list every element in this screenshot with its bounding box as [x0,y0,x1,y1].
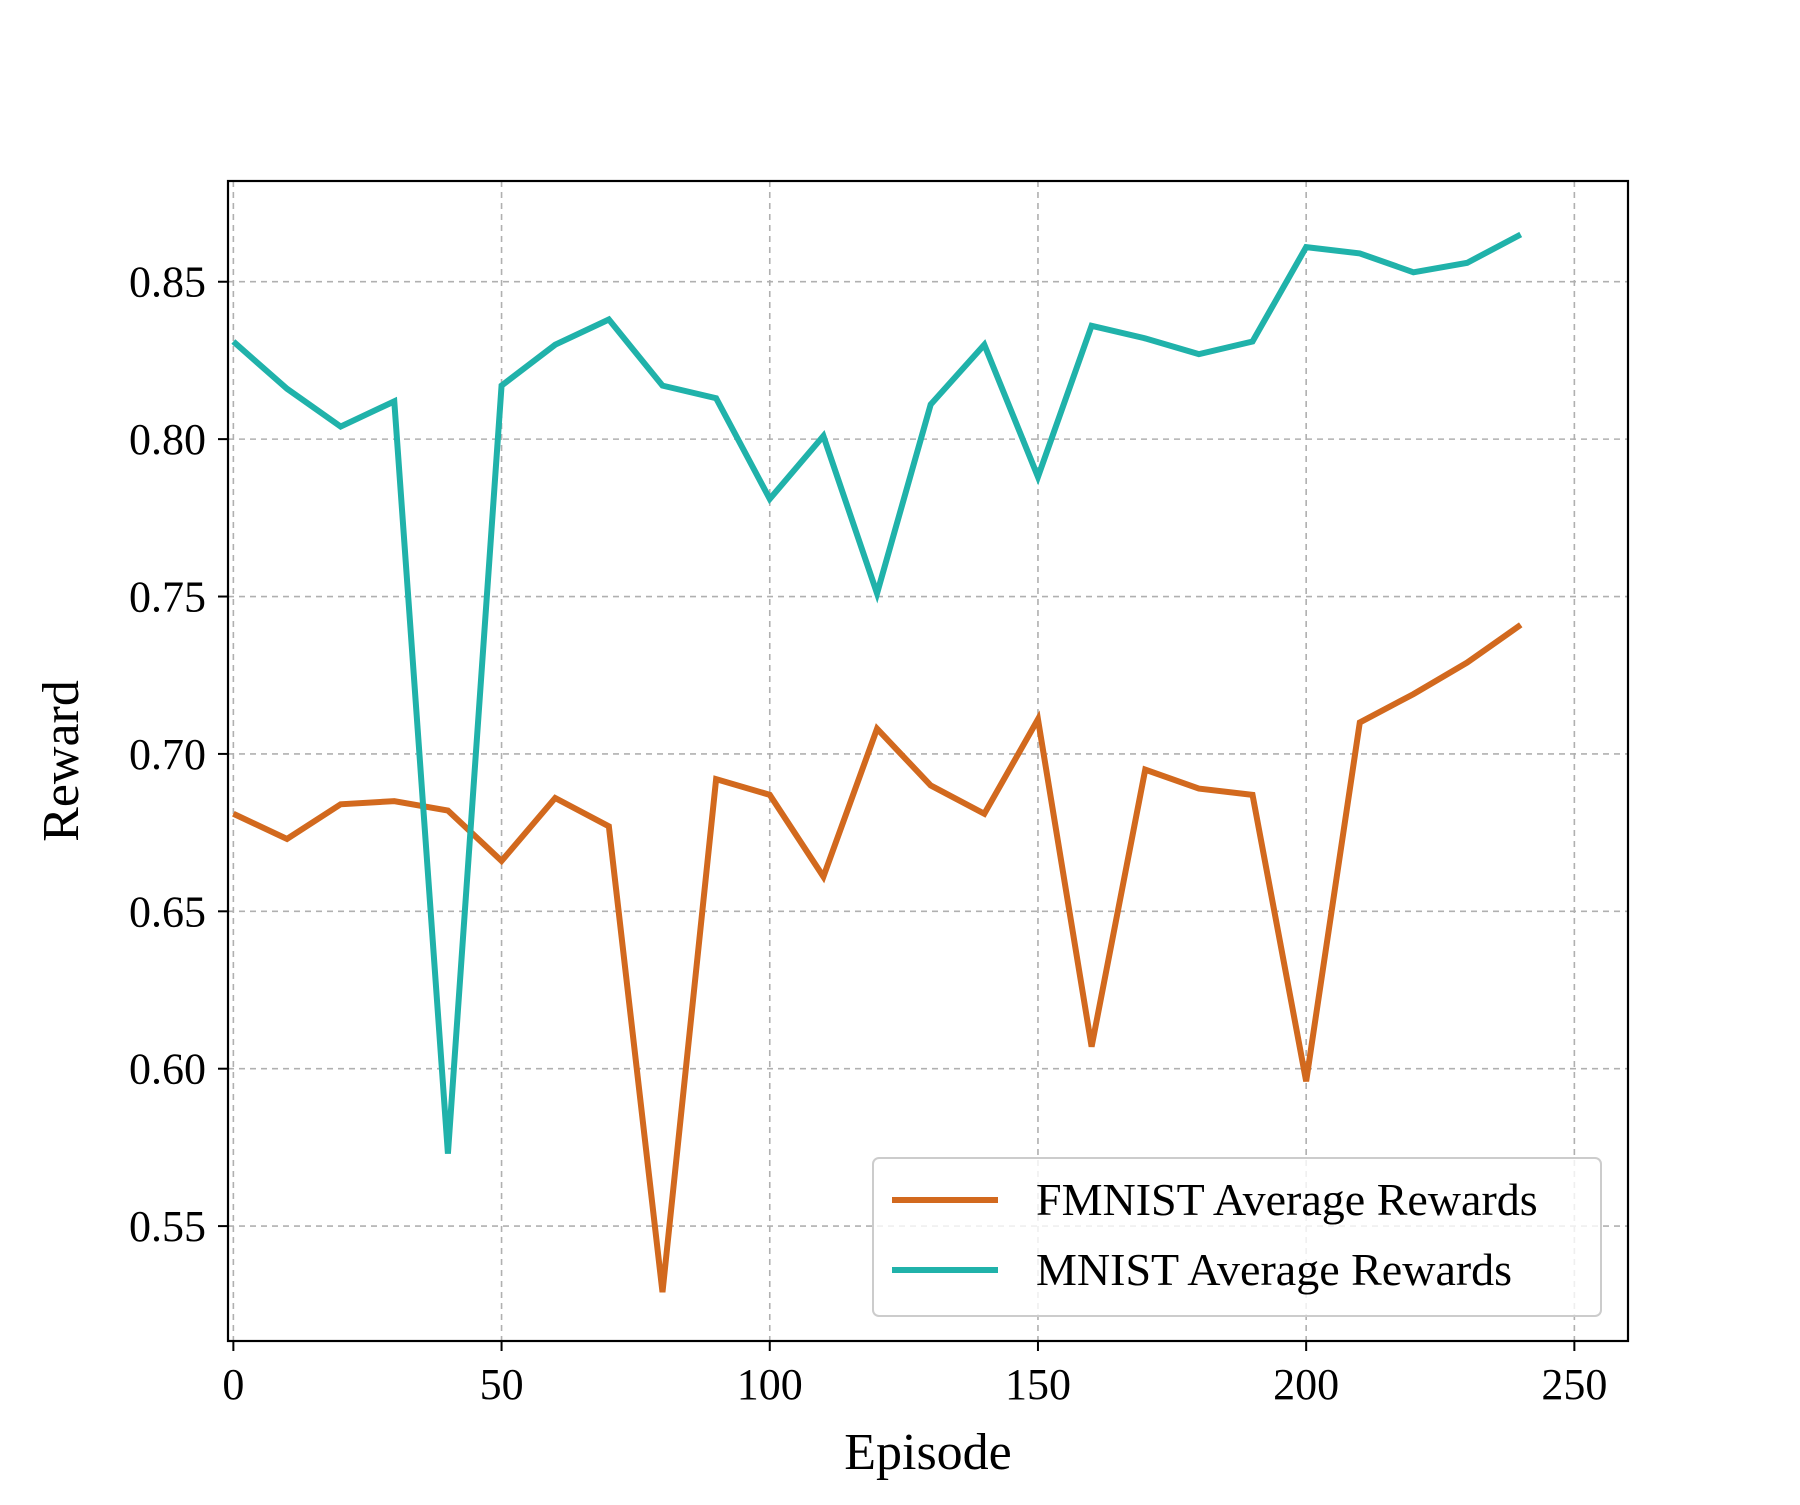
x-tick-label: 150 [1005,1360,1071,1409]
y-axis-ticks: 0.55 0.60 0.65 0.70 0.75 0.80 0.85 [129,258,228,1251]
legend-label-fmnist: FMNIST Average Rewards [1036,1174,1538,1225]
y-tick-label: 0.75 [129,573,206,622]
y-tick-label: 0.80 [129,415,206,464]
y-axis-label: Reward [33,680,90,842]
series-line-fmnist [232,622,1523,1293]
x-tick-label: 100 [737,1360,803,1409]
series-line-mnist [231,231,1523,1154]
y-tick-label: 0.70 [129,730,206,779]
series-lines [231,231,1523,1293]
x-tick-label: 50 [480,1360,524,1409]
y-tick-label: 0.55 [129,1202,206,1251]
x-tick-label: 250 [1541,1360,1607,1409]
legend-box [872,1157,1602,1317]
x-axis-label: Episode [844,1424,1012,1481]
x-axis-ticks: 0 50 100 150 200 250 [222,1341,1607,1409]
y-tick-label: 0.60 [129,1045,206,1094]
x-tick-label: 200 [1273,1360,1339,1409]
legend: FMNIST Average Rewards MNIST Average Rew… [872,1157,1602,1317]
x-tick-label: 0 [222,1360,244,1409]
y-tick-label: 0.85 [129,258,206,307]
grid-lines [228,181,1628,1341]
plot-area-frame [226,179,1630,1343]
y-tick-label: 0.65 [129,887,206,936]
legend-label-mnist: MNIST Average Rewards [1036,1244,1512,1295]
